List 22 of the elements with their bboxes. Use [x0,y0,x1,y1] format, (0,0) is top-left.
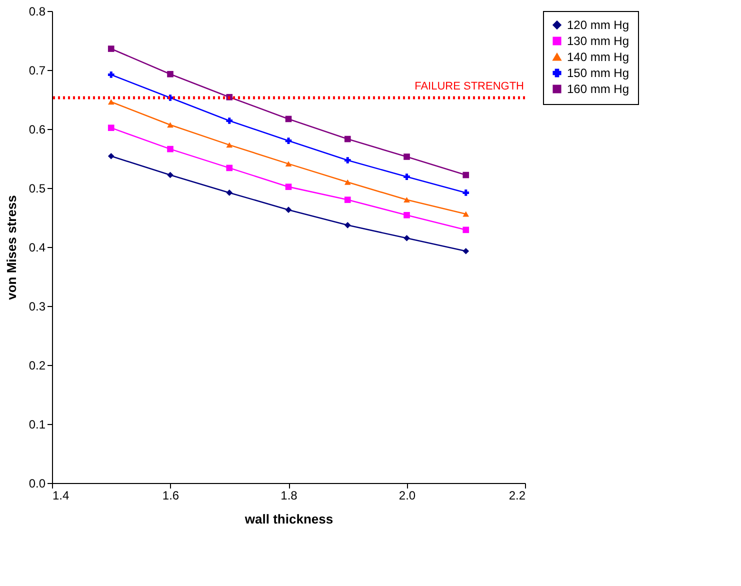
x-tick-label: 1.4 [52,488,70,502]
y-tick-label: 0.0 [28,476,46,490]
y-tick-label: 0.6 [28,122,46,136]
y-tick-label: 0.7 [28,64,46,78]
legend-label: 140 mm Hg [567,50,630,64]
y-tick-label: 0.4 [28,240,46,254]
legend-label: 150 mm Hg [567,66,630,80]
x-tick-label: 2.2 [508,488,526,502]
legend-label: 130 mm Hg [567,34,630,48]
x-tick-label: 1.6 [162,488,180,502]
y-axis-title: von Mises stress [4,195,19,300]
x-axis-title: wall thickness [244,512,334,526]
x-tick-label: 2.0 [398,488,416,502]
ref-line-label: FAILURE STRENGTH [414,80,524,93]
y-tick-label: 0.2 [28,358,46,372]
legend-label: 120 mm Hg [567,18,630,32]
y-tick-label: 0.3 [28,300,46,314]
x-tick-label: 1.8 [280,488,298,502]
y-tick-label: 0.1 [28,418,46,432]
y-tick-label: 0.5 [28,182,46,196]
legend-label: 160 mm Hg [567,82,630,96]
y-tick-label: 0.8 [28,4,46,18]
